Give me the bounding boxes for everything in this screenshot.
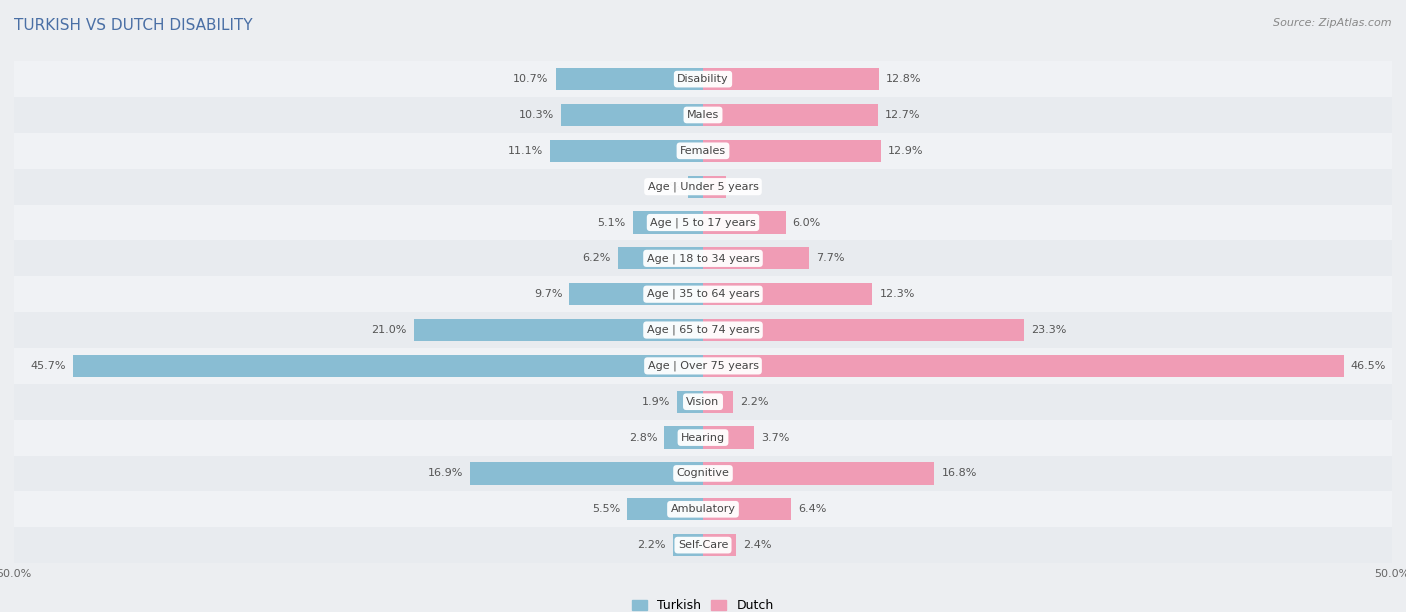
Text: 2.2%: 2.2%	[740, 397, 769, 407]
Text: 2.8%: 2.8%	[628, 433, 658, 442]
Text: 7.7%: 7.7%	[815, 253, 845, 263]
Text: 16.8%: 16.8%	[942, 468, 977, 479]
Bar	[561, 104, 703, 126]
Legend: Turkish, Dutch: Turkish, Dutch	[627, 594, 779, 612]
Bar	[688, 176, 703, 198]
Bar	[413, 319, 703, 341]
Bar	[14, 312, 1392, 348]
Text: Age | 18 to 34 years: Age | 18 to 34 years	[647, 253, 759, 264]
Text: Cognitive: Cognitive	[676, 468, 730, 479]
Text: Vision: Vision	[686, 397, 720, 407]
Text: 5.5%: 5.5%	[592, 504, 620, 514]
Text: Age | Over 75 years: Age | Over 75 years	[648, 360, 758, 371]
Text: Hearing: Hearing	[681, 433, 725, 442]
Bar	[633, 211, 703, 234]
Text: Age | 5 to 17 years: Age | 5 to 17 years	[650, 217, 756, 228]
Text: 12.8%: 12.8%	[886, 74, 922, 84]
Bar	[14, 97, 1392, 133]
Bar	[665, 427, 703, 449]
Text: 1.1%: 1.1%	[652, 182, 681, 192]
Text: 23.3%: 23.3%	[1031, 325, 1066, 335]
Text: 6.0%: 6.0%	[793, 217, 821, 228]
Bar	[14, 527, 1392, 563]
Text: 10.3%: 10.3%	[519, 110, 554, 120]
Bar	[555, 68, 703, 90]
Bar	[703, 247, 808, 269]
Text: Source: ZipAtlas.com: Source: ZipAtlas.com	[1274, 18, 1392, 28]
Bar	[73, 355, 703, 377]
Bar	[550, 140, 703, 162]
Bar	[14, 133, 1392, 169]
Bar	[14, 276, 1392, 312]
Text: 45.7%: 45.7%	[31, 361, 66, 371]
Text: 10.7%: 10.7%	[513, 74, 548, 84]
Bar	[627, 498, 703, 520]
Text: 11.1%: 11.1%	[508, 146, 543, 156]
Text: Self-Care: Self-Care	[678, 540, 728, 550]
Bar	[703, 427, 754, 449]
Text: 5.1%: 5.1%	[598, 217, 626, 228]
Text: 3.7%: 3.7%	[761, 433, 789, 442]
Bar	[14, 455, 1392, 491]
Bar	[703, 355, 1344, 377]
Bar	[703, 390, 734, 413]
Bar	[703, 462, 935, 485]
Bar	[703, 68, 879, 90]
Text: 16.9%: 16.9%	[427, 468, 463, 479]
Text: Age | Under 5 years: Age | Under 5 years	[648, 181, 758, 192]
Text: Ambulatory: Ambulatory	[671, 504, 735, 514]
Text: 2.2%: 2.2%	[637, 540, 666, 550]
Bar	[14, 348, 1392, 384]
Bar	[703, 104, 877, 126]
Bar	[703, 319, 1024, 341]
Bar	[470, 462, 703, 485]
Text: 46.5%: 46.5%	[1351, 361, 1386, 371]
Bar	[569, 283, 703, 305]
Bar	[14, 241, 1392, 276]
Bar	[703, 140, 880, 162]
Bar	[14, 420, 1392, 455]
Text: Males: Males	[688, 110, 718, 120]
Text: Age | 65 to 74 years: Age | 65 to 74 years	[647, 325, 759, 335]
Bar	[703, 534, 737, 556]
Bar	[703, 211, 786, 234]
Bar	[703, 176, 727, 198]
Bar	[703, 283, 873, 305]
Bar	[14, 61, 1392, 97]
Text: 1.9%: 1.9%	[641, 397, 669, 407]
Text: 9.7%: 9.7%	[534, 289, 562, 299]
Text: 6.4%: 6.4%	[799, 504, 827, 514]
Bar	[672, 534, 703, 556]
Text: Age | 35 to 64 years: Age | 35 to 64 years	[647, 289, 759, 299]
Text: TURKISH VS DUTCH DISABILITY: TURKISH VS DUTCH DISABILITY	[14, 18, 253, 34]
Bar	[14, 169, 1392, 204]
Text: Females: Females	[681, 146, 725, 156]
Text: 1.7%: 1.7%	[734, 182, 762, 192]
Text: 12.9%: 12.9%	[887, 146, 924, 156]
Bar	[703, 498, 792, 520]
Text: 6.2%: 6.2%	[582, 253, 610, 263]
Bar	[14, 384, 1392, 420]
Bar	[617, 247, 703, 269]
Text: Disability: Disability	[678, 74, 728, 84]
Text: 12.3%: 12.3%	[879, 289, 915, 299]
Text: 2.4%: 2.4%	[742, 540, 772, 550]
Text: 12.7%: 12.7%	[884, 110, 921, 120]
Bar	[14, 491, 1392, 527]
Text: 21.0%: 21.0%	[371, 325, 406, 335]
Bar	[14, 204, 1392, 241]
Bar	[676, 390, 703, 413]
